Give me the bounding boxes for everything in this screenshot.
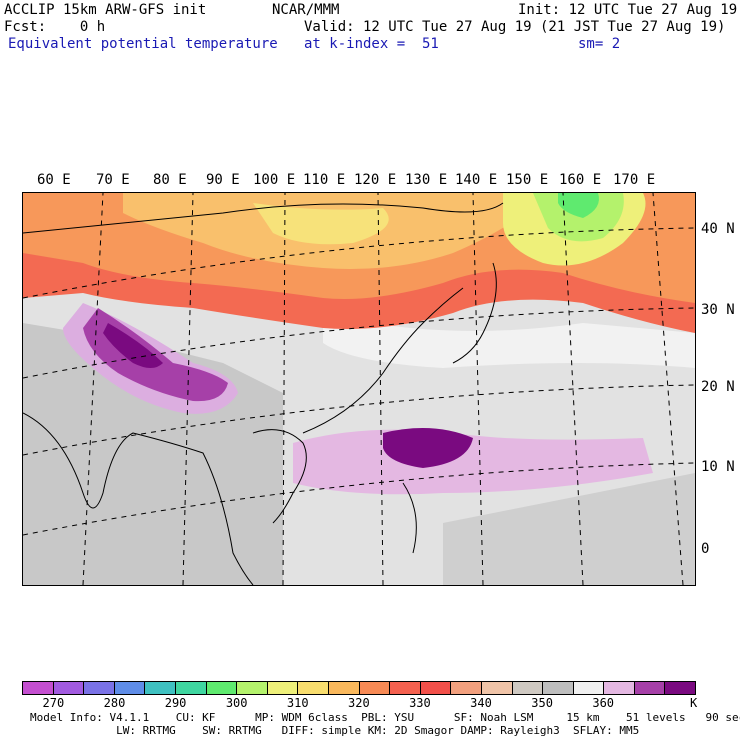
lon-label: 100 E [253,172,296,188]
lon-label: 130 E [405,172,448,188]
yellow-patch-mongolia [253,203,389,245]
lat-label: 20 N [701,379,735,395]
green-patch [533,193,624,242]
purple-core-pacific [383,428,473,468]
colorbar-swatch [359,682,391,694]
colorbar-swatch [665,682,696,694]
coastlines [23,202,504,585]
lon-label: 160 E [559,172,602,188]
colorbar-swatch [206,682,238,694]
lon-label: 60 E [37,172,71,188]
colorbar-tick-label: 300 [225,696,248,710]
map-panel [22,192,696,586]
colorbar-swatch [451,682,482,694]
lon-label: 140 E [455,172,498,188]
colorbar-swatch [175,682,207,694]
colorbar [22,681,696,695]
colorbar-swatch [573,682,605,694]
green-core [558,193,599,218]
coastline-philippines [402,482,417,554]
lon-label: 90 E [206,172,240,188]
colorbar-tick-label: 280 [103,696,126,710]
lat-label: 0 [701,541,710,557]
lon-label: 110 E [303,172,346,188]
colorbar-tick-label: 340 [470,696,492,710]
field-name: Equivalent potential temperature [8,36,278,52]
lon-label: 80 E [153,172,187,188]
valid-time: Valid: 12 UTC Tue 27 Aug 19 (21 JST Tue … [304,19,726,35]
colorbar-swatch [114,682,146,694]
colorbar-tick-label: 310 [286,696,309,710]
colorbar-swatch [390,682,421,694]
colorbar-swatch [53,682,85,694]
colorbar-swatch [481,682,513,694]
colorbar-tick-label: 270 [42,696,65,710]
smoothing-info: sm= 2 [578,36,621,52]
lat-label: 40 N [701,221,735,237]
lon-label: 150 E [506,172,549,188]
colorbar-swatch [604,682,635,694]
colorbar-tick-label: 330 [409,696,431,710]
colorbar-swatch [420,682,452,694]
coastline-china [302,287,464,434]
lat-label: 30 N [701,302,735,318]
colorbar-swatch [634,682,666,694]
colorbar-swatch [543,682,574,694]
colorbar-swatch [84,682,115,694]
model-info-line2: LW: RRTMG SW: RRTMG DIFF: simple KM: 2D … [30,724,640,737]
coastline-indochina [252,429,307,524]
colorbar-swatch [145,682,176,694]
lon-label: 70 E [96,172,130,188]
lat-label: 10 N [701,459,735,475]
colorbar-swatch [512,682,544,694]
coastline-japan [452,262,497,364]
colorbar-tick-label: 350 [531,696,553,710]
theta-e-field [23,193,695,585]
light-band-north-pacific [323,313,695,368]
colorbar-tick-label: 360 [592,696,615,710]
colorbar-unit: K [690,696,698,710]
model-info-line1: Model Info: V4.1.1 CU: KF MP: WDM 6class… [30,711,740,724]
org-label: NCAR/MMM [272,2,340,18]
coastline-south-asia [23,412,254,585]
colorbar-tick-label: 290 [164,696,187,710]
colorbar-swatch [23,682,54,694]
grey-band-southeast [443,473,695,585]
lon-label: 120 E [354,172,397,188]
colorbar-swatch [328,682,360,694]
purple-core-himalaya [103,323,163,368]
colorbar-tick-label: 320 [348,696,370,710]
forecast-hour: Fcst: 0 h [4,19,106,35]
border-north [23,202,504,234]
model-title: ACCLIP 15km ARW-GFS init [4,2,207,18]
colorbar-swatch [298,682,329,694]
colorbar-swatch [237,682,268,694]
level-info: at k-index = 51 [304,36,439,52]
colorbar-swatch [267,682,299,694]
lon-label: 170 E [613,172,656,188]
init-time: Init: 12 UTC Tue 27 Aug 19 [518,2,738,18]
